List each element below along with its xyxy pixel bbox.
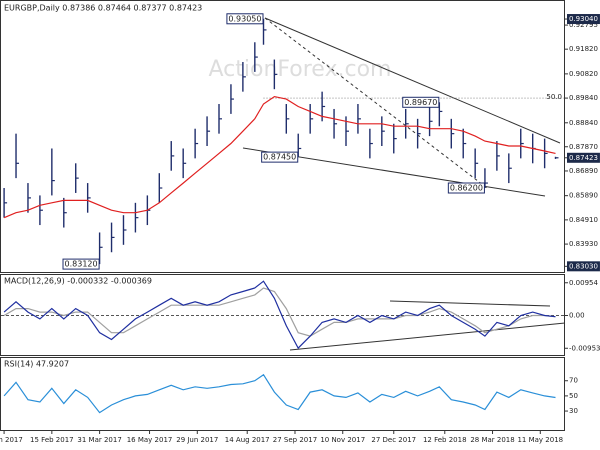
x-tick-label: 28 Mar 2018 (470, 436, 514, 444)
trendline (264, 17, 488, 189)
x-tick-label: 12 Feb 2018 (423, 436, 467, 444)
price-pane (0, 0, 565, 273)
y-tick-label: 0.85890 (569, 192, 598, 200)
y-tick-label: 0.00 (569, 312, 585, 320)
annotation: 0.89670 (404, 98, 437, 107)
x-tick-label: 29 Jun 2017 (176, 436, 218, 444)
annotation: 0.87450 (263, 153, 296, 162)
macd-line (3, 280, 556, 350)
y-tick-label: 0.83930 (569, 240, 598, 248)
rsi-line (3, 373, 556, 414)
chart-title: EURGBP,Daily 0.87386 0.87464 0.87377 0.8… (4, 4, 202, 13)
y-tick-label: 0.87870 (569, 143, 598, 151)
annotation: 0.83120 (65, 260, 98, 269)
macd-label: MACD(12,26,9) -0.000332 -0.000369 (4, 277, 152, 286)
label-box (62, 258, 100, 270)
price-box-label: 0.93040 (569, 15, 598, 23)
trendline (289, 322, 566, 351)
y-tick-label: 0.90820 (569, 70, 598, 78)
watermark: ActionForex.com (209, 57, 392, 82)
annotation: 0.93050 (228, 14, 261, 23)
label-box (447, 182, 485, 194)
y-tick-label: 0.91820 (569, 45, 598, 53)
x-tick-label: 16 May 2017 (127, 436, 173, 444)
trendline (389, 300, 551, 307)
annotation: 0.86200 (450, 184, 483, 193)
fib-label: 50.0 (546, 93, 562, 101)
y-tick-label: 0.00954 (569, 279, 598, 287)
y-tick-label: 30 (569, 407, 578, 415)
y-tick-label: 0.84910 (569, 216, 598, 224)
price-box-label: 0.83030 (569, 262, 598, 270)
label-box (567, 152, 600, 163)
moving-average (3, 95, 556, 219)
x-tick-label: 2 Jan 2017 (0, 436, 23, 444)
trendline (264, 17, 561, 144)
x-tick-label: 14 Aug 2017 (225, 436, 270, 444)
label-box (261, 151, 299, 163)
label-box (567, 14, 600, 25)
label-box (226, 13, 264, 25)
rsi-label: RSI(14) 47.9207 (4, 360, 69, 369)
y-tick-label: 0.88840 (569, 119, 598, 127)
x-tick-label: 15 Feb 2017 (30, 436, 74, 444)
x-tick-label: 10 Nov 2017 (320, 436, 365, 444)
macd-line (3, 287, 556, 337)
rsi-pane (0, 357, 565, 431)
y-tick-label: 0.89840 (569, 94, 598, 102)
y-tick-label: 0.92795 (569, 21, 598, 29)
y-tick-label: 50 (569, 392, 578, 400)
y-tick-label: 0.86890 (569, 167, 598, 175)
y-tick-label: -0.009538 (569, 344, 600, 352)
price-box-label: 0.87423 (569, 154, 598, 162)
label-box (567, 261, 600, 272)
x-tick-label: 27 Dec 2017 (371, 436, 416, 444)
x-tick-label: 11 May 2018 (517, 436, 563, 444)
macd-pane (0, 274, 565, 356)
x-tick-label: 31 Mar 2017 (77, 436, 121, 444)
x-tick-label: 27 Sep 2017 (273, 436, 317, 444)
label-box (402, 96, 440, 108)
y-tick-label: 70 (569, 377, 578, 385)
